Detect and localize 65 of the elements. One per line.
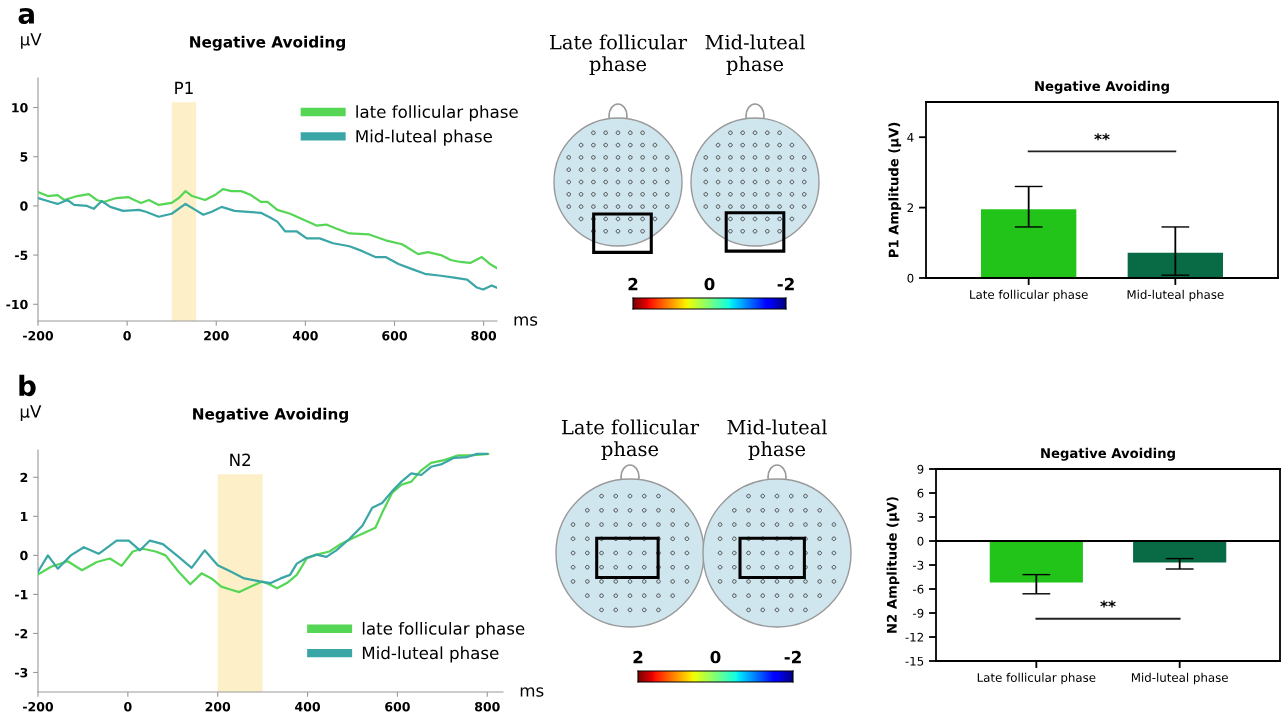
y-tick-label: 0 [20,550,28,561]
y-tick-label: 5 [20,152,28,162]
x-tick-label: -200 [23,330,54,341]
y-tick-label: -6 [913,584,924,594]
y-tick-label: -15 [905,656,924,666]
chart-title: Negative Avoiding [190,35,345,51]
y-tick-label: 1 [20,511,28,522]
text: 0 [704,277,715,291]
x-axis-title: ms [514,316,538,326]
x-tick-label: 200 [205,701,231,712]
x-tick-label: 200 [204,330,229,341]
y-tick-label: -5 [15,250,28,261]
y-tick-label: -2 [15,628,28,639]
text: 0 [710,650,721,664]
text: -2 [784,650,801,664]
y-axis-title: P1 Amplitude (μV) [888,122,902,258]
x-tick-label: 800 [474,701,500,712]
y-tick-label: 3 [917,512,924,522]
x-tick-label: 400 [292,330,318,341]
y-axis-title: μV [21,33,42,49]
text: 2 [633,650,643,664]
y-tick-label: 0 [907,273,914,283]
y-tick-label: -1 [15,590,28,600]
category-label: Mid-luteal phase [727,419,827,460]
chart-title: Negative Avoiding [1035,80,1169,94]
legend-label: Mid-luteal phase [356,129,492,146]
y-tick-label: 2 [907,203,914,213]
legend-label: Mid-luteal phase [362,646,499,663]
y-tick-label: -12 [905,632,924,642]
annotation: ** [1094,133,1110,141]
text: 2 [628,277,638,291]
band-label: N2 [230,453,251,466]
y-tick-label: -9 [913,608,924,618]
text: b [19,374,36,397]
chart-title: Negative Avoiding [1041,447,1175,461]
x-tick-label: 0 [123,330,131,341]
y-tick-label: 10 [12,102,28,113]
y-axis-title: μV [20,405,42,421]
text: -2 [777,277,794,291]
y-tick-label: 6 [917,488,924,498]
legend-label: late follicular phase [356,105,518,122]
y-tick-label: -3 [913,560,924,570]
x-tick-label: 600 [385,701,410,712]
x-tick-label: 400 [295,701,321,712]
category-label: Mid-luteal phase [705,34,805,75]
y-tick-label: -3 [15,667,28,678]
x-axis-title: ms [520,687,544,697]
y-tick-label: 0 [917,536,924,546]
x-tick-label: 0 [124,701,132,712]
annotation: ** [1100,600,1116,608]
y-tick-label: 2 [20,472,28,483]
category-label: Late follicular phase [550,34,688,75]
y-tick-label: 4 [907,133,914,142]
text: a [18,8,34,25]
y-tick-label: 9 [917,464,924,474]
x-tick-label: 600 [382,330,407,341]
chart-title: Negative Avoiding [193,407,348,423]
legend-label: late follicular phase [362,621,525,639]
y-tick-label: -10 [6,299,28,310]
y-tick-label: 0 [20,201,28,211]
category-label: Late follicular phase [562,419,700,460]
x-tick-label: 800 [471,330,497,341]
x-tick-label: -200 [23,701,54,712]
band-label: P1 [175,81,193,94]
y-axis-title: N2 Amplitude (μV) [886,497,900,633]
